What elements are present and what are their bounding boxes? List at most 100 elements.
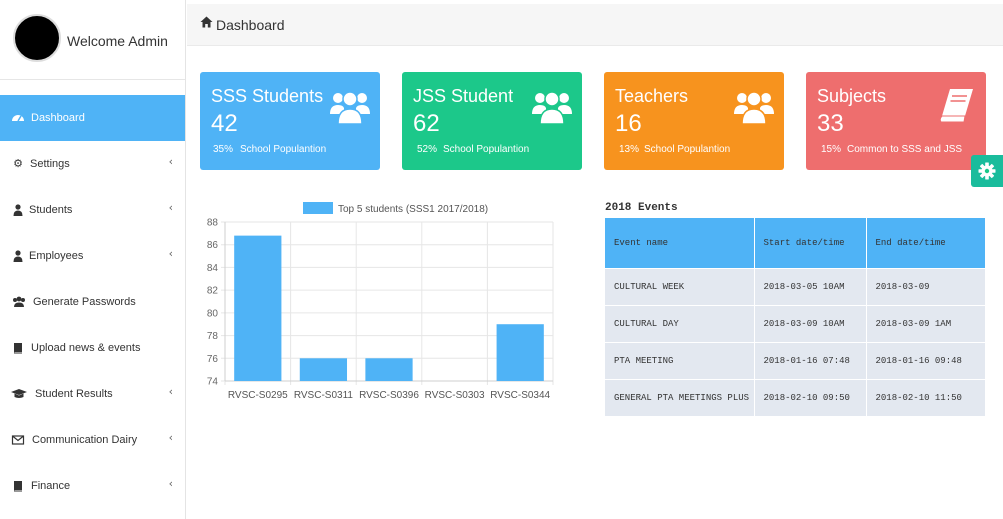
avatar[interactable] [13, 14, 61, 62]
sidebar: Welcome Admin Dashboard ⚙ Settings ‹ Stu… [0, 0, 186, 519]
sidebar-item-label: Employees [29, 250, 84, 262]
legend-swatch [303, 202, 333, 214]
book-icon [940, 89, 973, 123]
gear-icon [978, 162, 996, 180]
y-tick-label: 86 [207, 240, 219, 251]
y-tick-label: 88 [207, 218, 219, 229]
x-tick-label: RVSC-S0311 [294, 390, 354, 401]
start-date-cell: 2018-01-16 07:48 [754, 341, 867, 379]
users-icon [532, 91, 572, 125]
event-name-cell: CULTURAL WEEK [605, 267, 755, 305]
sidebar-item-settings[interactable]: ⚙ Settings ‹ [0, 141, 185, 187]
gear-icon: ⚙ [13, 157, 23, 170]
sidebar-item-student-results[interactable]: Student Results ‹ [0, 371, 185, 417]
stat-box-teachers[interactable]: Teachers 16 13% School Populantion [604, 72, 784, 170]
chevron-left-icon: ‹ [168, 385, 173, 398]
user-icon [11, 249, 25, 263]
stat-value: 33 [817, 110, 844, 137]
sidebar-item-employees[interactable]: Employees ‹ [0, 233, 185, 279]
stat-value: 62 [413, 110, 440, 137]
home-icon [200, 16, 213, 32]
start-date-cell: 2018-02-10 09:50 [754, 378, 867, 416]
book-icon [11, 341, 25, 355]
stat-percent: 52% [417, 144, 438, 155]
y-tick-label: 74 [207, 377, 219, 388]
chevron-left-icon: ‹ [168, 477, 173, 490]
table-row[interactable]: PTA MEETING 2018-01-16 07:48 2018-01-16 … [605, 341, 986, 379]
y-tick-label: 80 [207, 308, 219, 319]
bar [299, 358, 348, 381]
x-tick-label: RVSC-S0303 [425, 390, 485, 401]
sidebar-item-label: Settings [30, 158, 70, 170]
event-name-cell: CULTURAL DAY [605, 304, 755, 342]
stat-description: Common to SSS and JSS [847, 144, 963, 155]
legend-label: Top 5 students (SSS1 2017/2018) [338, 204, 488, 215]
stat-percent: 35% [213, 144, 234, 155]
sidebar-item-label: Upload news & events [31, 342, 141, 354]
chevron-left-icon: ‹ [168, 155, 173, 168]
y-tick-label: 84 [207, 263, 219, 274]
stat-box-subjects[interactable]: Subjects 33 15% Common to SSS and JSS [806, 72, 986, 170]
event-name-cell: GENERAL PTA MEETINGS PLUS [605, 378, 755, 416]
users-icon [734, 91, 774, 125]
events-title: 2018 Events [605, 202, 678, 214]
event-name-cell: PTA MEETING [605, 341, 755, 379]
sidebar-item-label: Finance [31, 480, 71, 492]
end-date-cell: 2018-01-16 09:48 [866, 341, 986, 379]
stat-percent: 13% [619, 144, 640, 155]
sidebar-item-label: Student Results [35, 388, 113, 400]
users-icon [330, 91, 370, 125]
sidebar-item-label: Students [29, 204, 73, 216]
welcome-text: Welcome Admin [67, 33, 168, 49]
settings-toggle-button[interactable] [971, 155, 1003, 187]
bar [365, 358, 413, 381]
stat-percent: 15% [821, 144, 842, 155]
user-panel: Welcome Admin [0, 0, 185, 80]
x-tick-label: RVSC-S0396 [359, 390, 419, 401]
events-table: Event name Start date/time End date/time… [605, 218, 986, 416]
table-row[interactable]: CULTURAL WEEK 2018-03-05 10AM 2018-03-09 [605, 267, 986, 305]
book-icon [11, 479, 25, 493]
x-tick-label: RVSC-S0344 [490, 390, 550, 401]
end-date-cell: 2018-03-09 1AM [866, 304, 986, 342]
stat-value: 42 [211, 110, 238, 137]
sidebar-item-students[interactable]: Students ‹ [0, 187, 185, 233]
sidebar-item-finance[interactable]: Finance ‹ [0, 463, 185, 509]
stat-title: JSS Student [413, 86, 514, 106]
column-header[interactable]: End date/time [866, 218, 986, 268]
y-tick-label: 78 [207, 331, 219, 342]
page-title: Dashboard [216, 17, 285, 33]
sidebar-item-label: Generate Passwords [33, 296, 136, 308]
user-icon [11, 203, 25, 217]
x-tick-label: RVSC-S0295 [228, 390, 288, 401]
chevron-left-icon: ‹ [168, 247, 173, 260]
column-header[interactable]: Start date/time [754, 218, 867, 268]
sidebar-item-dashboard[interactable]: Dashboard [0, 95, 185, 141]
envelope-icon [11, 433, 25, 447]
y-tick-label: 82 [207, 286, 219, 297]
sidebar-item-label: Communication Dairy [32, 434, 138, 446]
stat-box-sss-students[interactable]: SSS Students 42 35% School Populantion [200, 72, 380, 170]
column-header[interactable]: Event name [605, 218, 755, 268]
stat-description: School Populantion [240, 144, 327, 155]
table-row[interactable]: CULTURAL DAY 2018-03-09 10AM 2018-03-09 … [605, 304, 986, 342]
table-row[interactable]: GENERAL PTA MEETINGS PLUS 2018-02-10 09:… [605, 378, 986, 416]
bar [234, 235, 282, 381]
sidebar-item-label: Dashboard [31, 112, 85, 124]
table-header-row: Event name Start date/time End date/time [605, 218, 986, 268]
page-header: Dashboard [187, 4, 1003, 46]
chevron-left-icon: ‹ [168, 431, 173, 444]
sidebar-item-communication-dairy[interactable]: Communication Dairy ‹ [0, 417, 185, 463]
start-date-cell: 2018-03-05 10AM [754, 267, 867, 305]
dashboard-icon [11, 111, 25, 125]
y-tick-label: 76 [207, 354, 219, 365]
stat-box-jss-student[interactable]: JSS Student 62 52% School Populantion [402, 72, 582, 170]
stat-description: School Populantion [443, 144, 530, 155]
start-date-cell: 2018-03-09 10AM [754, 304, 867, 342]
sidebar-item-generate-passwords[interactable]: Generate Passwords [0, 279, 185, 325]
top-students-bar-chart: 74 76 78 80 82 84 86 88 RVSC-S0295 RVSC-S0311 RVSC… [207, 202, 554, 401]
users-icon [11, 295, 25, 309]
graduation-cap-icon [11, 387, 27, 401]
chevron-left-icon: ‹ [168, 201, 173, 214]
sidebar-item-upload-news[interactable]: Upload news & events [0, 325, 185, 371]
